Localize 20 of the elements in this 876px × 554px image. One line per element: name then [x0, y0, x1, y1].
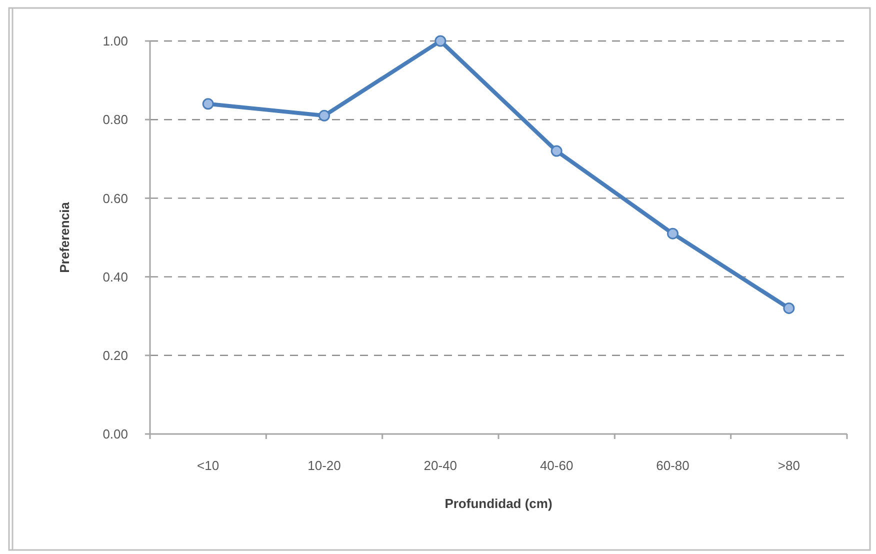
x-tick-label: 60-80	[656, 458, 690, 473]
point	[318, 110, 330, 122]
y-tick-label: 0.00	[102, 426, 128, 442]
point	[667, 228, 678, 240]
point	[550, 145, 562, 157]
x-axis-title: Profundidad (cm)	[444, 496, 552, 511]
x-tick-label: 10-20	[308, 458, 341, 473]
x-tick-label: >80	[778, 458, 800, 473]
y-tick-label: 0.60	[102, 190, 128, 206]
x-tick-label: <10	[197, 458, 220, 473]
y-tick-label: 1.00	[102, 34, 128, 49]
x-tick-label: 40-60	[540, 458, 574, 473]
point	[202, 98, 214, 110]
y-tick-label: 0.40	[102, 269, 128, 284]
point	[434, 35, 446, 47]
x-tick-label: 20-40	[424, 458, 458, 473]
y-tick-label: 0.80	[102, 112, 128, 128]
y-axis-title: Preferencia	[57, 201, 72, 273]
point	[783, 302, 795, 314]
y-tick-label: 0.20	[102, 348, 128, 363]
